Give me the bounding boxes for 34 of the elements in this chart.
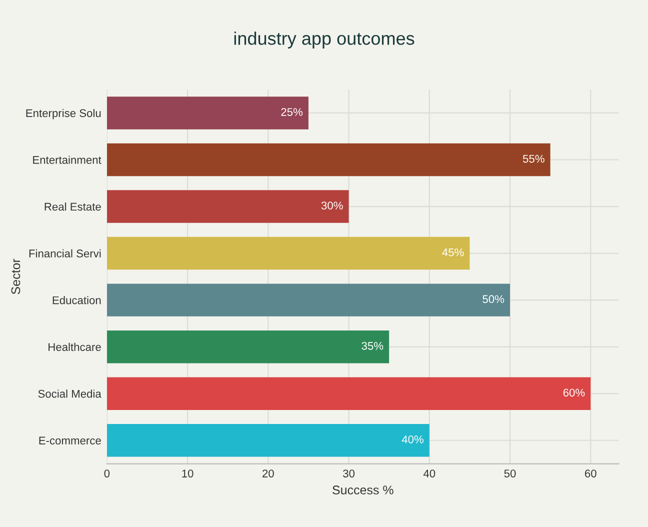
y-tick-label: Social Media [38,390,102,398]
y-tick-label: Education [52,296,101,304]
x-tick-label: 0 [104,470,110,478]
y-tick-label: Financial Servi [29,249,101,258]
data-label: 40% [402,435,424,444]
x-tick-label: 40 [423,470,436,478]
data-label: 60% [563,388,585,397]
bar [106,284,510,316]
y-tick-label: E-commerce [39,436,101,445]
x-tick-label: 50 [504,470,516,478]
bar [106,377,591,410]
y-tick-label: Enterprise Solu [26,108,101,120]
x-tick-label: 10 [182,470,194,478]
bar [106,424,430,457]
data-label: 55% [522,154,544,163]
bar [106,96,308,130]
x-tick-label: 60 [585,470,596,478]
x-tick-label: 20 [262,470,274,478]
x-tick-label: 30 [343,470,355,478]
data-label: 50% [482,295,504,304]
bar [106,236,470,270]
x-axis-title: Success % [332,486,394,494]
y-tick-label: Entertainment [33,156,102,164]
data-label: 45% [442,248,464,256]
y-axis-title: Sector [11,258,20,294]
data-label: 35% [362,342,384,350]
y-tick-label: Healthcare [48,342,101,351]
chart-title: industry app outcomes [234,32,414,48]
bar [106,190,349,223]
y-tick-label: Real Estate [44,202,101,211]
data-label: 30% [321,202,343,210]
bar [106,330,390,364]
bar [106,143,550,176]
data-label: 25% [281,108,303,116]
